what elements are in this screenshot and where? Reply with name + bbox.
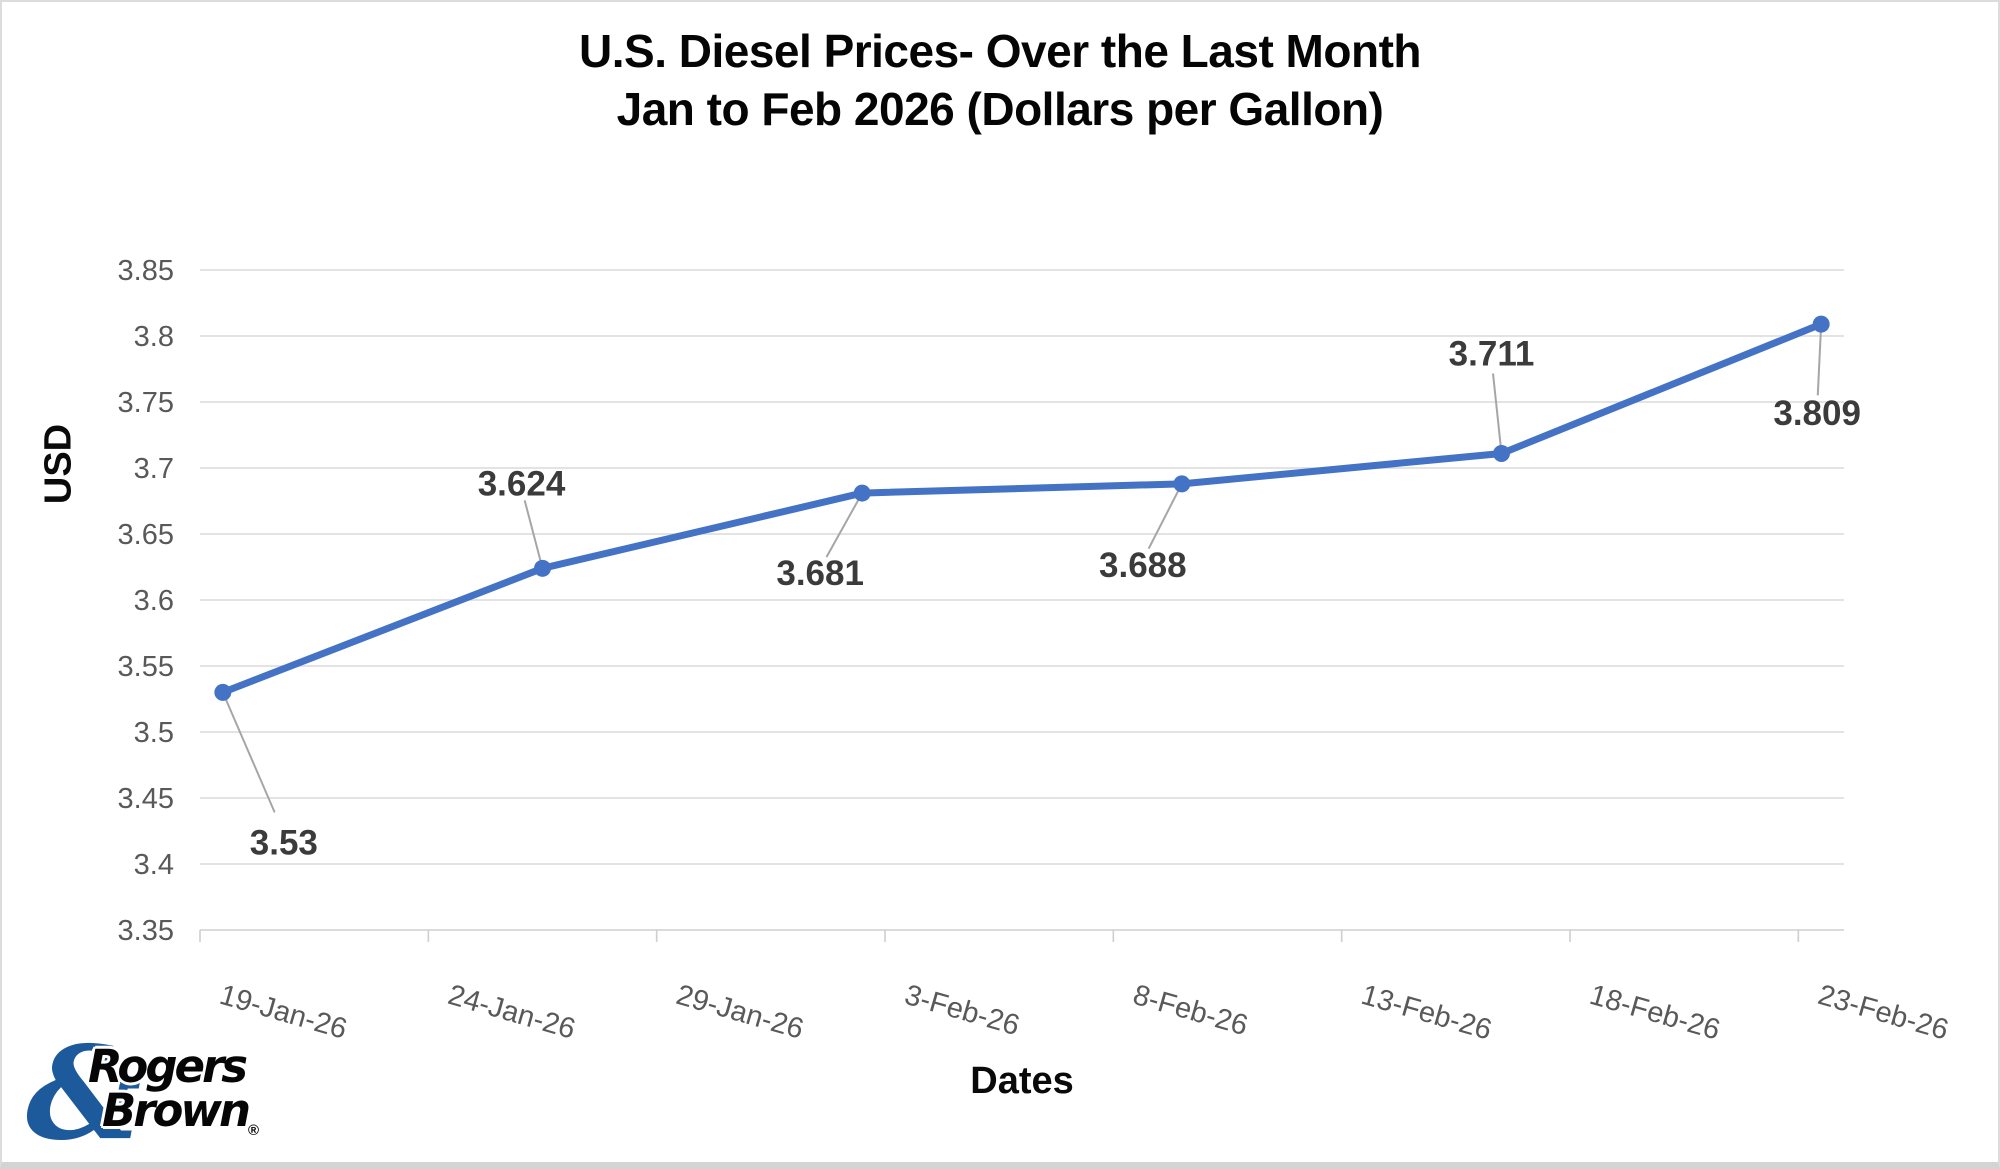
data-point-marker: [534, 559, 551, 577]
chart-title-line2: Jan to Feb 2026 (Dollars per Gallon): [616, 83, 1384, 135]
series-line: [219, 320, 1825, 696]
data-label-leader-line: [1492, 373, 1503, 454]
data-label: 3.688: [1099, 546, 1187, 585]
data-label-leader-line: [1816, 324, 1823, 396]
data-label: 3.624: [478, 464, 566, 503]
y-gridlines: [200, 269, 1844, 931]
y-tick-label: 3.35: [118, 915, 174, 947]
data-labels: 3.53 3.624 3.681 3.688 3.711 3.809: [250, 334, 1861, 862]
x-tick-marks: [199, 930, 1800, 942]
y-tick-label: 3.65: [118, 519, 174, 551]
y-tick-label: 3.75: [118, 387, 174, 419]
x-tick-label: 13-Feb-26: [1358, 979, 1495, 1047]
data-label-leader-line: [221, 692, 276, 813]
data-label-leader-line: [523, 500, 544, 569]
logo-word-rogers: Rogers: [88, 1040, 248, 1093]
leader-lines: [221, 324, 1823, 813]
y-tick-label: 3.45: [118, 783, 174, 815]
y-axis-title: USD: [37, 423, 80, 505]
diesel-price-series-line: [219, 320, 1825, 696]
chart-title-line1: U.S. Diesel Prices- Over the Last Month: [579, 25, 1421, 77]
y-tick-label: 3.6: [134, 585, 174, 617]
x-tick-label: 23-Feb-26: [1814, 979, 1951, 1047]
data-label-leader-line: [1147, 483, 1183, 550]
y-tick-label: 3.7: [134, 453, 174, 485]
data-point-markers: [214, 315, 1830, 701]
data-label: 3.53: [250, 823, 318, 862]
chart-title: U.S. Diesel Prices- Over the Last Month …: [2, 22, 1998, 138]
x-axis-title: Dates: [970, 1060, 1074, 1102]
data-point-marker: [214, 683, 232, 701]
logo-word-brown: Brown: [102, 1084, 251, 1137]
data-point-marker: [853, 484, 871, 502]
x-tick-label: 19-Jan-26: [216, 979, 350, 1046]
data-label-leader-line: [825, 492, 864, 558]
y-tick-label: 3.5: [134, 717, 174, 749]
data-point-marker: [1173, 475, 1191, 493]
logo-ampersand-icon: &: [26, 1019, 142, 1169]
data-label: 3.681: [776, 554, 864, 593]
y-tick-labels: 3.35 3.4 3.45 3.5 3.55 3.6 3.65 3.7 3.75 3.8 3.85: [118, 255, 174, 947]
x-tick-label: 3-Feb-26: [901, 979, 1023, 1042]
data-label: 3.809: [1773, 394, 1861, 433]
rogers-brown-logo: & Rogers Brown ®: [26, 1030, 302, 1162]
logo-registered-mark: ®: [248, 1122, 260, 1139]
y-tick-label: 3.55: [118, 651, 174, 683]
x-tick-label: 29-Jan-26: [673, 979, 807, 1046]
y-tick-label: 3.85: [118, 255, 174, 287]
data-point-marker: [1812, 315, 1830, 333]
x-tick-label: 18-Feb-26: [1586, 979, 1723, 1047]
x-tick-labels: 19-Jan-26 24-Jan-26 29-Jan-26 3-Feb-26 8-Feb…: [216, 979, 1952, 1047]
data-point-marker: [1493, 444, 1510, 462]
data-label: 3.711: [1449, 334, 1535, 373]
x-tick-label: 8-Feb-26: [1129, 979, 1251, 1042]
y-tick-label: 3.4: [134, 849, 174, 881]
x-tick-label: 24-Jan-26: [444, 979, 578, 1046]
y-tick-label: 3.8: [134, 321, 174, 353]
